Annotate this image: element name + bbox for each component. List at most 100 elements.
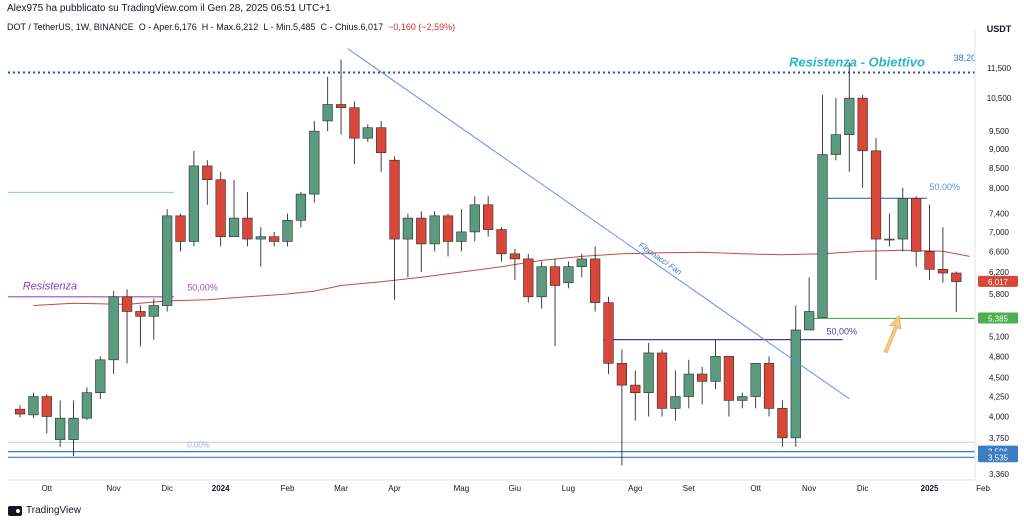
legend-open: O - Aper.6,176 xyxy=(138,22,197,32)
x-tick-label: Mag xyxy=(454,484,470,493)
legend-close: C - Chius.6,017 xyxy=(320,22,384,32)
candle-up xyxy=(162,215,173,306)
candle-up xyxy=(844,97,855,135)
y-tick-label: 4,500 xyxy=(989,374,1010,383)
candle-down xyxy=(376,127,387,153)
x-tick-label: Ago xyxy=(628,484,643,493)
candle-up xyxy=(804,311,815,331)
x-tick-label: Ott xyxy=(41,484,52,493)
candle-down xyxy=(656,352,668,409)
candle-up xyxy=(643,352,654,393)
legend-change: −0,160 (−2,59%) xyxy=(388,22,456,32)
candle-up xyxy=(402,217,414,240)
x-tick-label: Set xyxy=(683,484,696,493)
fibonacci-fan-line xyxy=(347,48,850,400)
y-tick-label: 3,750 xyxy=(989,434,1010,443)
candle-down xyxy=(924,251,935,270)
candle-up xyxy=(897,198,908,240)
x-tick-label: Feb xyxy=(281,484,295,493)
price-label: 6,017 xyxy=(988,278,1009,287)
candle-down xyxy=(616,363,628,386)
candle-down xyxy=(483,204,494,230)
axes-layer: USDT 11,500 10,500 9,500 9,000 8,500 8,000 7,40… xyxy=(8,0,1024,521)
x-tick-label: Feb xyxy=(976,484,990,493)
candle-up xyxy=(563,266,574,284)
candle-down xyxy=(549,266,561,286)
x-tick-label: 2024 xyxy=(212,484,230,493)
legend-low: L - Min.5,485 xyxy=(263,22,316,32)
candle-up xyxy=(884,238,895,241)
candle-down xyxy=(911,198,922,252)
candle-down xyxy=(509,253,521,260)
candle-down xyxy=(202,165,213,181)
candle-down xyxy=(697,373,708,382)
candle-down xyxy=(951,272,962,282)
x-tick-label: Lug xyxy=(562,484,575,493)
x-tick-label: 2025 xyxy=(921,484,939,493)
candle-down xyxy=(215,179,226,237)
price-axis-bg xyxy=(975,0,1024,521)
annotations-layer: Resistenza - Obiettivo Resistenza 50,00% 38… xyxy=(23,53,984,450)
candle-down xyxy=(763,363,775,409)
y-tick-label: 8,500 xyxy=(989,164,1010,173)
y-tick-label: 4,000 xyxy=(989,413,1010,422)
x-tick-label: Apr xyxy=(388,484,401,493)
candle-down xyxy=(121,296,133,312)
candle-up xyxy=(322,104,333,122)
x-tick-label: Nov xyxy=(107,484,121,493)
candle-down xyxy=(41,396,52,417)
y-tick-label: 6,600 xyxy=(989,247,1010,256)
y-tick-label: 8,000 xyxy=(989,184,1010,193)
candle-down xyxy=(389,159,400,240)
price-label-bg xyxy=(978,312,1018,324)
candle-down xyxy=(335,104,347,109)
x-tick-label: Nov xyxy=(802,484,816,493)
candle-up xyxy=(817,154,828,318)
candle-up xyxy=(108,296,119,361)
candle-up xyxy=(536,266,547,298)
y-tick-label: 11,500 xyxy=(987,64,1011,73)
y-tick-label: 5,800 xyxy=(989,290,1010,299)
y-tick-label: 6,200 xyxy=(989,268,1010,277)
candle-up xyxy=(148,305,159,317)
candle-down xyxy=(496,229,507,255)
legend-symbol: DOT / TetherUS, 1W, BINANCE xyxy=(7,22,134,32)
price-label-bg xyxy=(978,451,1018,463)
candle-down xyxy=(14,408,26,415)
candle-up xyxy=(830,134,842,155)
candle-up xyxy=(737,396,748,401)
y-tick-label: 9,000 xyxy=(989,145,1010,154)
candle-up xyxy=(28,396,39,416)
x-tick-label: Dic xyxy=(161,484,173,493)
candles-layer xyxy=(14,59,962,466)
candle-down xyxy=(349,107,360,139)
candle-down xyxy=(135,311,146,317)
y-tick-label: 4,250 xyxy=(989,393,1010,402)
price-label: 3,535 xyxy=(988,453,1009,462)
y-tick-label: 7,400 xyxy=(989,210,1010,219)
candle-up xyxy=(309,130,320,195)
publisher-note: Alex975 ha pubblicato su TradingView.com… xyxy=(7,3,331,14)
candle-up xyxy=(670,396,681,409)
x-tick-label: Mar xyxy=(334,484,348,493)
y-tick-label: 10,500 xyxy=(987,94,1012,103)
symbol-legend: DOT / TetherUS, 1W, BINANCE O - Aper.6,1… xyxy=(7,22,455,32)
y-tick-label: 9,500 xyxy=(989,127,1010,136)
legend-high: H - Max.6,212 xyxy=(201,22,259,32)
candle-down xyxy=(603,302,614,364)
candle-up xyxy=(228,217,240,237)
tradingview-brand[interactable]: TradingView xyxy=(8,505,81,516)
candle-up xyxy=(95,359,106,393)
currency-label: USDT xyxy=(987,24,1012,34)
candle-up xyxy=(55,417,66,440)
y-tick-label: 5,100 xyxy=(989,332,1010,341)
candle-down xyxy=(857,97,868,152)
target-arrow-icon xyxy=(883,314,902,354)
candle-up xyxy=(81,392,93,419)
brand-label: TradingView xyxy=(26,505,82,516)
candle-up xyxy=(790,329,801,439)
chart-annotation: 50,00% xyxy=(187,283,218,293)
candle-up xyxy=(362,127,373,139)
